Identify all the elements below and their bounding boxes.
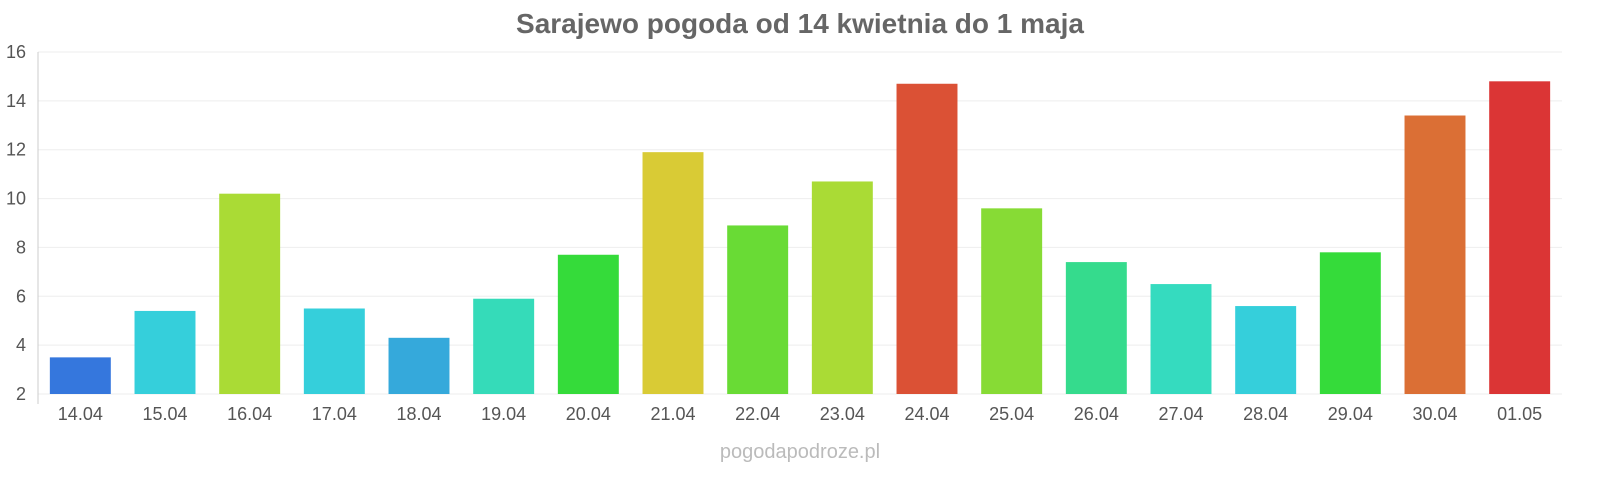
- y-tick-label: 2: [16, 384, 26, 404]
- y-tick-label: 12: [6, 140, 26, 160]
- x-tick-label: 19.04: [481, 404, 526, 424]
- y-tick-label: 16: [6, 42, 26, 62]
- bar-25.04: [981, 208, 1043, 394]
- x-tick-label: 16.04: [227, 404, 272, 424]
- x-tick-label: 22.04: [735, 404, 780, 424]
- y-tick-label: 4: [16, 335, 26, 355]
- bar-24.04: [896, 83, 958, 394]
- x-tick-label: 18.04: [396, 404, 441, 424]
- watermark: pogodapodroze.pl: [720, 441, 880, 463]
- chart-title: Sarajewo pogoda od 14 kwietnia do 1 maja: [516, 8, 1084, 39]
- y-tick-label: 14: [6, 91, 26, 111]
- bar-26.04: [1065, 262, 1127, 394]
- bar-15.04: [134, 310, 196, 394]
- bar-30.04: [1404, 115, 1466, 394]
- x-tick-label: 25.04: [989, 404, 1034, 424]
- bar-20.04: [557, 254, 619, 394]
- x-tick-label: 01.05: [1497, 404, 1542, 424]
- x-axis-ticks: 14.04 15.04 16.04 17.04 18.04 19.04 20.04 21.04…: [58, 404, 1542, 424]
- x-tick-label: 29.04: [1328, 404, 1373, 424]
- x-tick-label: 23.04: [820, 404, 865, 424]
- x-tick-label: 20.04: [566, 404, 611, 424]
- bar-21.04: [642, 152, 704, 394]
- x-tick-label: 14.04: [58, 404, 103, 424]
- y-tick-label: 8: [16, 237, 26, 257]
- bar-28.04: [1235, 306, 1297, 394]
- x-tick-label: 30.04: [1412, 404, 1457, 424]
- x-tick-label: 24.04: [904, 404, 949, 424]
- y-tick-label: 10: [6, 189, 26, 209]
- bar-23.04: [811, 181, 873, 394]
- x-tick-label: 26.04: [1074, 404, 1119, 424]
- bar-14.04: [49, 357, 111, 394]
- bar-17.04: [303, 308, 365, 394]
- y-tick-label: 6: [16, 286, 26, 306]
- y-axis-ticks: 2 4 6 8 10 12 14 16: [6, 42, 26, 404]
- x-tick-label: 27.04: [1158, 404, 1203, 424]
- bar-22.04: [727, 225, 789, 394]
- x-tick-label: 28.04: [1243, 404, 1288, 424]
- x-tick-label: 15.04: [142, 404, 187, 424]
- bar-01.05: [1489, 81, 1551, 394]
- x-tick-label: 21.04: [650, 404, 695, 424]
- grid: [38, 51, 1562, 395]
- bar-18.04: [388, 337, 450, 394]
- bar-19.04: [473, 298, 535, 394]
- bar-16.04: [219, 193, 281, 394]
- x-tick-label: 17.04: [312, 404, 357, 424]
- bar-29.04: [1319, 252, 1381, 394]
- bars: [49, 81, 1551, 394]
- bar-27.04: [1150, 284, 1212, 394]
